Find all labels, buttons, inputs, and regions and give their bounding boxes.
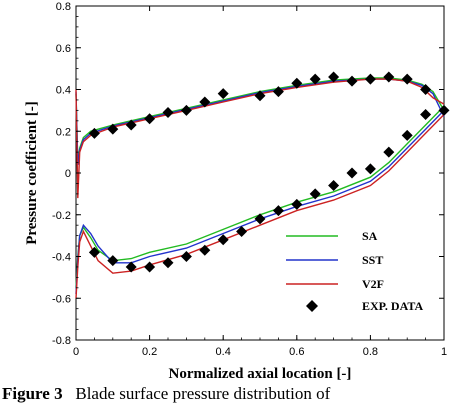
y-tick-label: 0.4 — [56, 85, 71, 97]
series-sa-lower-line — [75, 105, 445, 288]
exp-data-point — [217, 88, 229, 100]
exp-data-point — [88, 127, 100, 139]
legend-label-sa: SA — [362, 229, 378, 243]
exp-data-point — [291, 198, 303, 210]
exp-data-point — [254, 213, 266, 225]
legend-swatch-exp-data — [306, 300, 318, 312]
exp-data-point — [309, 188, 321, 200]
series-sst-lower-line — [75, 109, 445, 295]
y-tick-label: 0.8 — [56, 1, 71, 13]
x-tick-label: 0.8 — [363, 346, 378, 358]
plot-area — [75, 5, 450, 341]
exp-data-point — [144, 113, 156, 125]
exp-data-point — [217, 234, 229, 246]
caption-text: Blade surface pressure distribution of — [75, 384, 331, 403]
exp-data-point — [401, 129, 413, 141]
legend-label-v2f: V2F — [362, 277, 384, 291]
exp-data-point — [291, 77, 303, 89]
x-tick-label: 0.2 — [142, 346, 157, 358]
x-axis-label: Normalized axial location [-] — [169, 366, 352, 382]
exp-data-point — [401, 73, 413, 85]
y-tick-label: 0.6 — [56, 43, 71, 55]
x-tick-label: 0.4 — [216, 346, 231, 358]
exp-data-point — [272, 86, 284, 98]
x-tick-label: 1 — [441, 346, 447, 358]
exp-data-point — [199, 96, 211, 108]
legend-label-exp-data: EXP. DATA — [362, 299, 423, 313]
exp-data-point — [88, 246, 100, 258]
exp-data-point — [383, 71, 395, 83]
exp-data-point — [180, 104, 192, 116]
exp-data-markers — [88, 71, 450, 273]
exp-data-point — [180, 251, 192, 262]
exp-data-point — [309, 73, 321, 85]
exp-data-point — [162, 257, 174, 269]
tick-labels: 0 0.2 0.4 0.6 0.8 1 -0.8 -0.6 -0.4 -0.2 0 0.2 0.4 0.6… — [52, 1, 447, 358]
plot-frame — [75, 5, 445, 341]
exp-data-point — [107, 255, 119, 267]
exp-data-point — [272, 205, 284, 217]
exp-data-point — [125, 261, 137, 273]
pressure-coefficient-chart: 0 0.2 0.4 0.6 0.8 1 -0.8 -0.6 -0.4 -0.2 0 0.2 0.4 0.6… — [24, 1, 450, 382]
y-tick-label: -0.6 — [52, 293, 71, 305]
exp-data-point — [346, 167, 358, 179]
exp-data-point — [162, 106, 174, 118]
exp-data-point — [420, 109, 432, 121]
legend: SA SST V2F EXP. DATA — [286, 229, 423, 313]
y-tick-label: 0.2 — [56, 126, 71, 138]
x-tick-label: 0.6 — [289, 346, 304, 358]
exp-data-point — [438, 104, 450, 116]
exp-data-point — [420, 84, 432, 95]
exp-data-point — [236, 225, 248, 237]
axis-ticks — [75, 5, 445, 341]
series-v2f-upper-line — [75, 78, 445, 199]
exp-data-point — [328, 71, 340, 83]
figure-label: Figure 3 — [2, 384, 63, 403]
exp-data-point — [328, 180, 340, 192]
exp-data-point — [107, 123, 119, 135]
exp-data-point — [254, 90, 266, 102]
y-tick-label: -0.8 — [52, 335, 71, 347]
y-tick-label: 0 — [65, 168, 71, 180]
legend-label-sst: SST — [362, 253, 383, 267]
figure-caption: Figure 3 Blade surface pressure distribu… — [2, 384, 474, 409]
exp-data-point — [125, 119, 137, 131]
exp-data-point — [364, 73, 376, 85]
y-axis-label: Pressure coefficient [-] — [24, 101, 40, 245]
y-tick-label: -0.2 — [52, 210, 71, 222]
exp-data-point — [383, 146, 395, 158]
exp-data-point — [364, 163, 376, 175]
x-tick-label: 0 — [73, 346, 79, 358]
exp-data-point — [346, 75, 358, 87]
y-tick-label: -0.4 — [52, 252, 71, 264]
exp-data-point — [199, 244, 211, 256]
exp-data-point — [144, 261, 156, 273]
